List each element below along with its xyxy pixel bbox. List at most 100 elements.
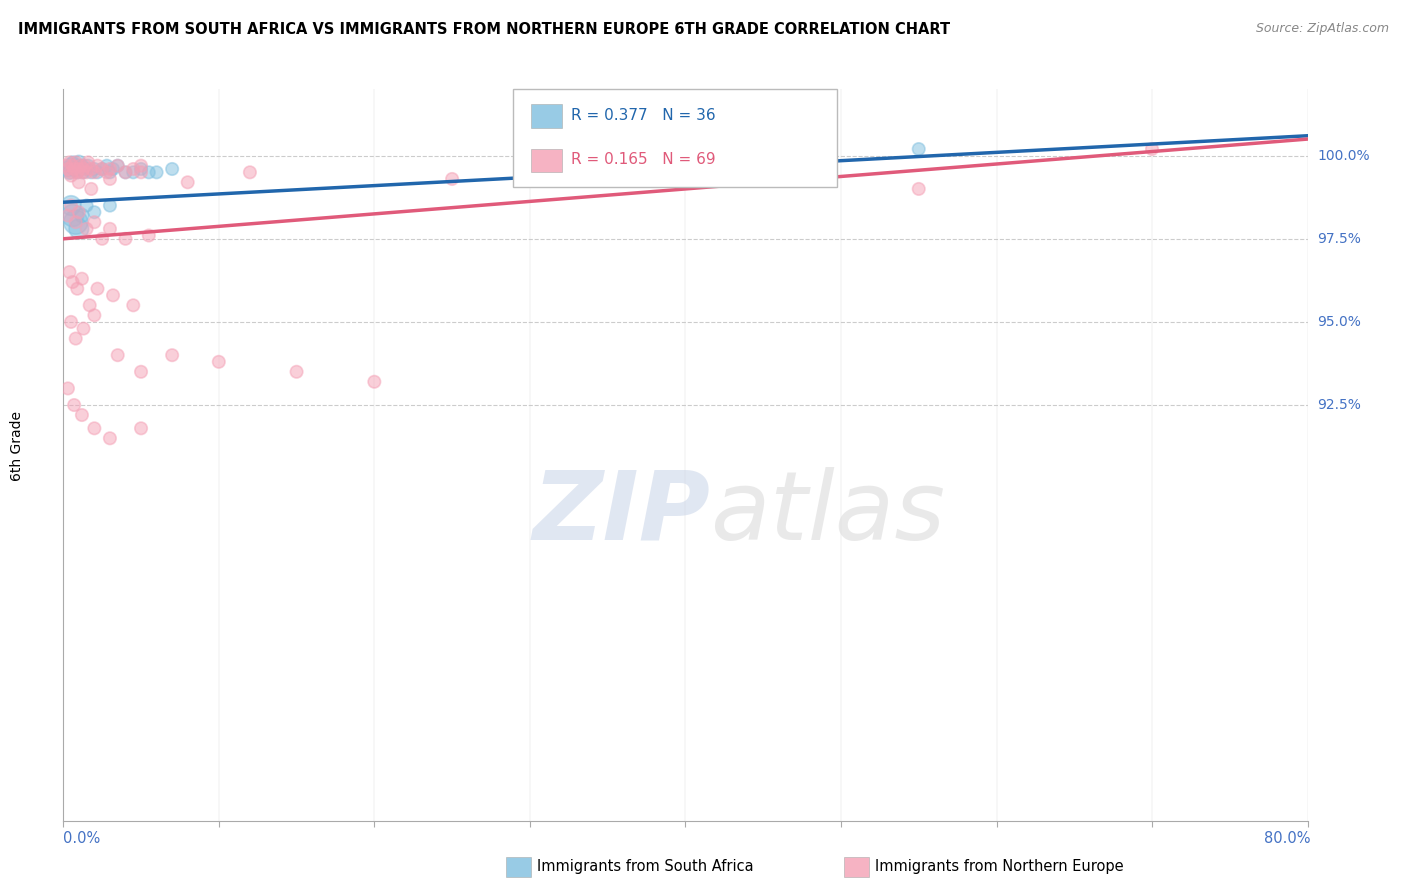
Text: 92.5%: 92.5%: [1317, 398, 1361, 412]
Point: [129, 161, 152, 176]
Point: [86, 282, 108, 296]
Point: [441, 172, 464, 186]
Point: [70, 209, 93, 223]
Point: [129, 421, 152, 435]
Point: [98, 172, 121, 186]
Point: [56, 209, 79, 223]
Point: [60, 198, 83, 212]
Text: R = 0.165   N = 69: R = 0.165 N = 69: [571, 153, 716, 167]
Point: [67, 205, 90, 219]
Point: [129, 165, 152, 179]
Point: [76, 198, 98, 212]
Point: [83, 161, 105, 176]
Point: [80, 165, 103, 179]
Point: [60, 159, 83, 173]
Point: [83, 421, 105, 435]
Text: 0.0%: 0.0%: [63, 831, 100, 846]
Point: [62, 275, 84, 289]
Text: 100.0%: 100.0%: [1317, 149, 1369, 162]
Point: [66, 165, 89, 179]
Text: IMMIGRANTS FROM SOUTH AFRICA VS IMMIGRANTS FROM NORTHERN EUROPE 6TH GRADE CORREL: IMMIGRANTS FROM SOUTH AFRICA VS IMMIGRAN…: [18, 22, 950, 37]
Point: [66, 282, 89, 296]
Point: [70, 159, 93, 173]
Point: [70, 271, 93, 285]
Point: [101, 161, 124, 176]
Point: [69, 161, 91, 176]
Point: [73, 159, 96, 173]
Point: [91, 161, 114, 176]
Text: Immigrants from Northern Europe: Immigrants from Northern Europe: [875, 859, 1123, 873]
Point: [114, 165, 136, 179]
Point: [91, 161, 114, 176]
Point: [177, 175, 200, 189]
Point: [58, 265, 80, 279]
Point: [208, 355, 231, 369]
Point: [72, 161, 94, 176]
Point: [56, 161, 79, 176]
Point: [129, 159, 152, 173]
Point: [62, 155, 84, 169]
Point: [145, 165, 167, 179]
Point: [79, 298, 101, 312]
Point: [83, 308, 105, 322]
Point: [91, 232, 114, 246]
Point: [65, 215, 87, 229]
Point: [65, 215, 87, 229]
Point: [107, 159, 129, 173]
Point: [1140, 142, 1163, 156]
Point: [70, 165, 93, 179]
Text: 6th Grade: 6th Grade: [10, 411, 24, 481]
Point: [363, 375, 385, 389]
Point: [107, 348, 129, 362]
Point: [114, 232, 136, 246]
Point: [63, 161, 86, 176]
Point: [98, 198, 121, 212]
Point: [69, 159, 91, 173]
Point: [122, 165, 145, 179]
Point: [62, 209, 84, 223]
Point: [83, 205, 105, 219]
Point: [96, 159, 118, 173]
Point: [58, 165, 80, 179]
Point: [63, 161, 86, 176]
Point: [67, 222, 90, 236]
Point: [160, 161, 183, 176]
Point: [96, 165, 118, 179]
Point: [56, 161, 79, 176]
Point: [101, 288, 124, 302]
Point: [129, 365, 152, 379]
Point: [907, 182, 929, 196]
Text: ZIP: ZIP: [533, 467, 710, 560]
Point: [77, 159, 100, 173]
Point: [67, 155, 90, 169]
Point: [56, 381, 79, 395]
Text: atlas: atlas: [710, 467, 945, 560]
Point: [63, 398, 86, 412]
Point: [60, 198, 83, 212]
Point: [65, 332, 87, 346]
Text: 95.0%: 95.0%: [1317, 315, 1361, 329]
Point: [98, 161, 121, 176]
Point: [72, 321, 94, 335]
Point: [239, 165, 262, 179]
Point: [67, 161, 90, 176]
Point: [98, 165, 121, 179]
Point: [122, 298, 145, 312]
Point: [83, 215, 105, 229]
Point: [285, 365, 308, 379]
Point: [86, 165, 108, 179]
Point: [60, 315, 83, 329]
Point: [98, 431, 121, 445]
Point: [80, 182, 103, 196]
Point: [76, 161, 98, 176]
Point: [65, 159, 87, 173]
Point: [907, 142, 929, 156]
Point: [65, 155, 87, 169]
Text: 97.5%: 97.5%: [1317, 232, 1361, 246]
Point: [77, 155, 100, 169]
Point: [114, 165, 136, 179]
Point: [66, 165, 89, 179]
Point: [60, 169, 83, 183]
Point: [55, 159, 77, 173]
Point: [160, 348, 183, 362]
